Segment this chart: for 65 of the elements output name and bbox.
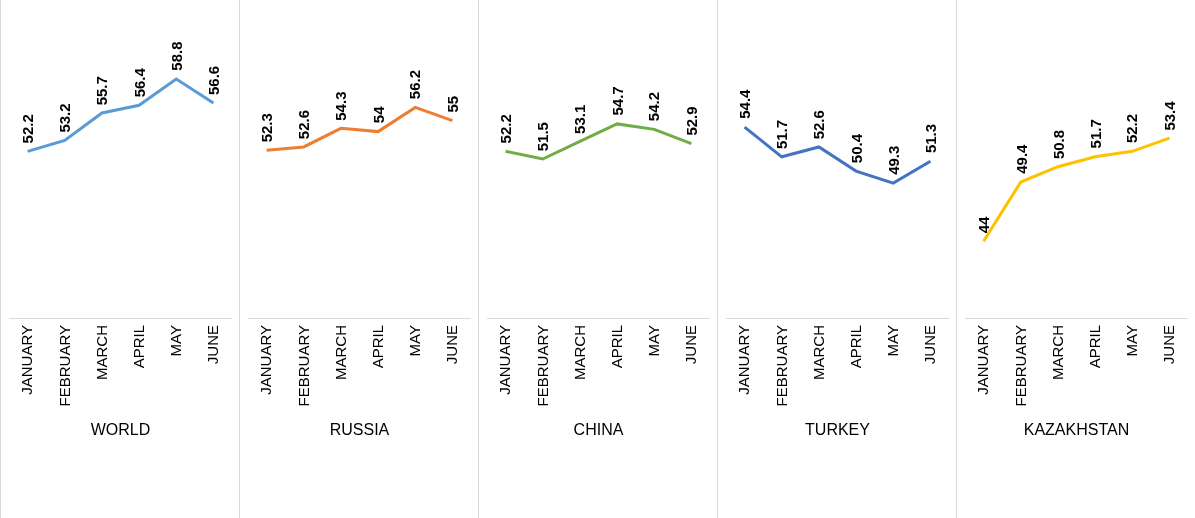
data-label: 49.4 — [1012, 143, 1030, 174]
x-tick-label: JANUARY — [496, 325, 514, 395]
data-label: 49.3 — [884, 145, 902, 175]
data-label: 54.4 — [736, 88, 754, 119]
data-label: 54.3 — [332, 91, 350, 121]
data-label: 50.8 — [1049, 129, 1067, 160]
x-tick-label: JANUARY — [735, 325, 753, 395]
x-tick-label: MAY — [884, 325, 902, 357]
data-label: 55 — [444, 95, 462, 113]
data-label: 51.5 — [534, 122, 552, 152]
x-tick-label: JUNE — [204, 325, 222, 365]
x-tick-label: JUNE — [1160, 325, 1178, 365]
data-label: 55.7 — [93, 76, 111, 106]
x-axis-title: TURKEY — [805, 421, 871, 439]
x-tick-label: APRIL — [846, 325, 864, 369]
x-tick-label: FEBRUARY — [294, 325, 312, 407]
x-tick-label: JUNE — [682, 325, 700, 365]
x-tick-label: APRIL — [368, 325, 386, 369]
data-label: 52.2 — [18, 114, 36, 144]
x-tick-label: FEBRUARY — [55, 325, 73, 407]
x-axis-title: WORLD — [90, 421, 151, 439]
x-tick-label: MAY — [406, 325, 424, 357]
x-tick-label: JUNE — [443, 325, 461, 365]
data-label: 44 — [974, 215, 992, 234]
x-tick-label: JANUARY — [18, 325, 36, 395]
x-tick-label: FEBRUARY — [533, 325, 551, 407]
x-tick-label: JANUARY — [974, 325, 992, 395]
data-label: 52.9 — [683, 106, 701, 136]
data-label: 52.6 — [295, 109, 313, 140]
x-tick-label: APRIL — [607, 325, 625, 369]
x-tick-label: JUNE — [921, 325, 939, 365]
data-label: 56.4 — [130, 67, 148, 98]
x-tick-label: JANUARY — [257, 325, 275, 395]
data-label: 54.2 — [645, 91, 663, 122]
data-label: 56.6 — [204, 65, 222, 95]
x-tick-label: FEBRUARY — [1011, 325, 1029, 407]
x-tick-label: MARCH — [92, 325, 110, 380]
x-tick-label: MARCH — [570, 325, 588, 380]
data-label: 52.3 — [257, 113, 275, 143]
x-axis-title: RUSSIA — [329, 421, 390, 439]
data-label: 52.6 — [810, 110, 828, 140]
data-label: 52.2 — [1123, 113, 1141, 144]
data-label: 54 — [369, 105, 387, 124]
data-label: 51.7 — [773, 119, 791, 150]
data-label: 56.2 — [406, 70, 424, 100]
data-label: 52.2 — [496, 114, 514, 144]
x-tick-label: MAY — [167, 325, 185, 357]
data-label: 50.4 — [848, 133, 866, 164]
data-label: 53.1 — [570, 104, 588, 134]
data-label: 51.7 — [1086, 119, 1104, 149]
x-axis-title: CHINA — [573, 421, 624, 439]
x-tick-label: MARCH — [1048, 325, 1066, 380]
x-axis-title: KAZAKHSTAN — [1023, 421, 1130, 439]
x-tick-label: APRIL — [129, 325, 147, 369]
data-label: 54.7 — [608, 86, 626, 116]
x-tick-label: MARCH — [331, 325, 349, 380]
x-tick-label: MAY — [1123, 325, 1141, 357]
data-label: 53.4 — [1161, 100, 1179, 131]
x-tick-label: MAY — [645, 325, 663, 357]
x-tick-label: MARCH — [809, 325, 827, 380]
x-tick-label: APRIL — [1085, 325, 1103, 369]
data-label: 53.2 — [55, 103, 73, 133]
x-tick-label: FEBRUARY — [772, 325, 790, 407]
data-label: 58.8 — [167, 41, 185, 71]
data-label: 51.3 — [921, 123, 939, 154]
